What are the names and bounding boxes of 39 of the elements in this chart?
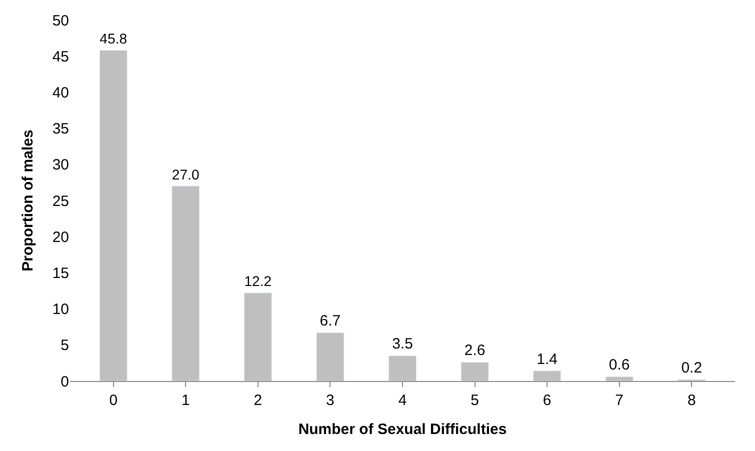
bar: [99, 50, 128, 381]
bar: [533, 370, 562, 381]
x-tick-label: 0: [109, 392, 118, 409]
y-axis-title: Proportion of males: [20, 130, 37, 272]
y-tick-label: 35: [52, 120, 69, 138]
data-label: 3.5: [392, 336, 413, 353]
bar: [172, 186, 200, 381]
y-tick-label: 50: [52, 12, 69, 30]
x-tick-label: 2: [254, 392, 262, 409]
x-axis-title: Number of Sexual Difficulties: [298, 421, 507, 438]
data-label: 27.0: [172, 166, 200, 182]
y-tick-label: 25: [52, 192, 69, 210]
data-label: 12.2: [244, 273, 272, 290]
bar: [244, 292, 272, 381]
y-tick-label: 15: [52, 264, 69, 282]
y-tick-label: 30: [52, 156, 69, 174]
data-label: 1.4: [536, 350, 558, 368]
x-tick-label: 7: [615, 392, 624, 409]
data-label: 2.6: [464, 342, 486, 360]
y-tick-label: 45: [52, 48, 69, 66]
bar: [460, 362, 489, 381]
y-tick-label: 40: [52, 84, 69, 102]
x-tick-label: 6: [542, 392, 552, 409]
x-tick-label: 8: [687, 392, 696, 409]
x-tick-label: 1: [181, 392, 190, 409]
data-label: 45.8: [100, 30, 128, 47]
data-label: 0.6: [608, 356, 630, 374]
x-tick-label: 4: [398, 392, 407, 409]
data-label: 0.2: [681, 360, 702, 377]
x-tick-label: 5: [470, 392, 479, 409]
x-tick-label: 3: [326, 392, 334, 409]
bar: [388, 355, 416, 381]
data-label: 6.7: [320, 312, 341, 330]
bar: [605, 376, 634, 381]
y-tick-label: 20: [52, 228, 69, 246]
y-tick-label: 0: [60, 373, 69, 390]
y-tick-label: 5: [60, 337, 69, 354]
bar: [316, 332, 344, 381]
y-tick-label: 10: [52, 301, 69, 318]
